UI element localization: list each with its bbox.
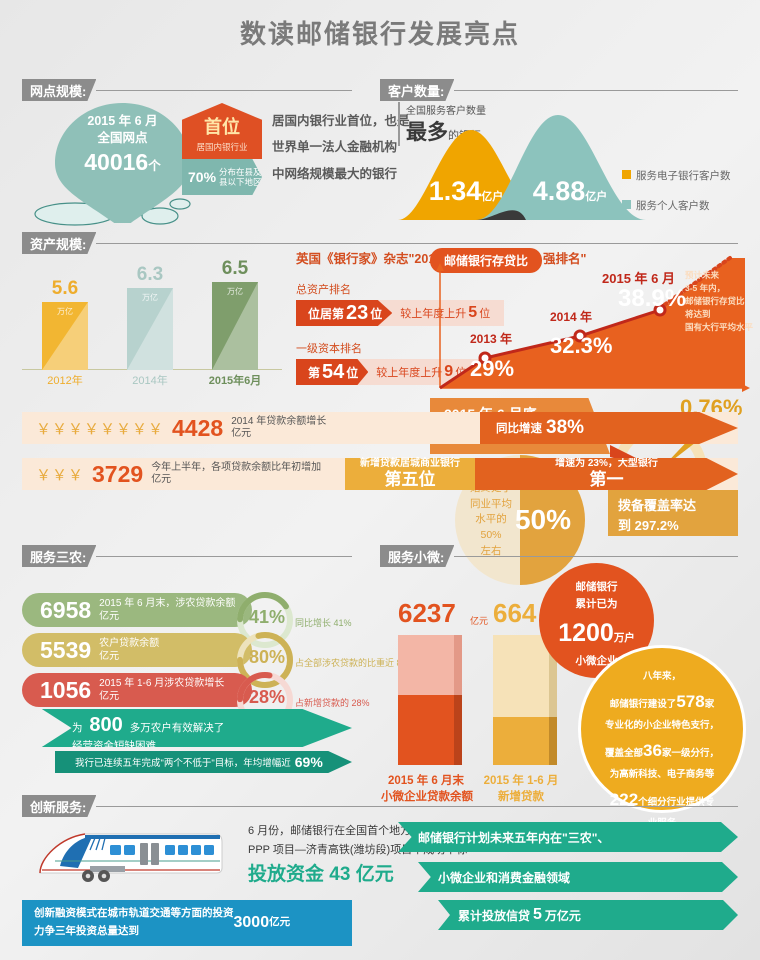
svg-text:2015 年 6 月: 2015 年 6 月 — [602, 271, 675, 286]
svg-text:32.3%: 32.3% — [550, 333, 612, 358]
svg-text:3-5 年内，: 3-5 年内， — [685, 283, 725, 293]
svg-text:2013 年: 2013 年 — [470, 331, 512, 346]
svg-text:2014 年: 2014 年 — [550, 309, 592, 324]
svg-text:29%: 29% — [470, 356, 514, 381]
svg-text:将达到: 将达到 — [685, 309, 711, 319]
svg-text:50%: 50% — [515, 504, 571, 535]
svg-text:预计未来: 预计未来 — [685, 270, 720, 280]
svg-text:国有大行平均水平: 国有大行平均水平 — [685, 322, 754, 332]
svg-text:邮储银行存贷比: 邮储银行存贷比 — [685, 296, 745, 306]
svg-text:38.9%: 38.9% — [618, 285, 686, 312]
